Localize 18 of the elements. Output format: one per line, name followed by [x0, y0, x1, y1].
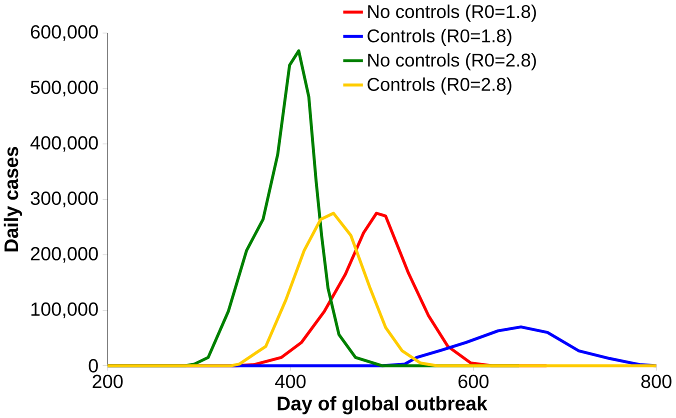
y-tick-label: 200,000	[30, 246, 98, 263]
legend-label: No controls (R0=2.8)	[368, 53, 536, 70]
x-tick-label: 400	[275, 374, 306, 388]
legend-label: No controls (R0=1.8)	[368, 4, 536, 22]
y-tick-label: 600,000	[30, 25, 98, 41]
y-tick-label: 400,000	[30, 136, 98, 152]
x-tick-label: 600	[458, 374, 489, 388]
y-tick-label: 300,000	[30, 191, 98, 208]
y-axis-title: Daily cases	[4, 146, 22, 252]
x-tick-label: 800	[641, 374, 672, 388]
x-tick-label: 200	[92, 374, 123, 388]
y-tick-label: 500,000	[30, 80, 98, 96]
y-tick-label: 0	[88, 358, 98, 372]
y-tick-label: 100,000	[31, 302, 98, 318]
legend-label: Controls (R0=1.8)	[368, 28, 512, 46]
line-series	[106, 212, 658, 368]
legend-label: Controls (R0=2.8)	[368, 77, 512, 94]
x-axis-title: Day of global outbreak	[278, 396, 488, 414]
